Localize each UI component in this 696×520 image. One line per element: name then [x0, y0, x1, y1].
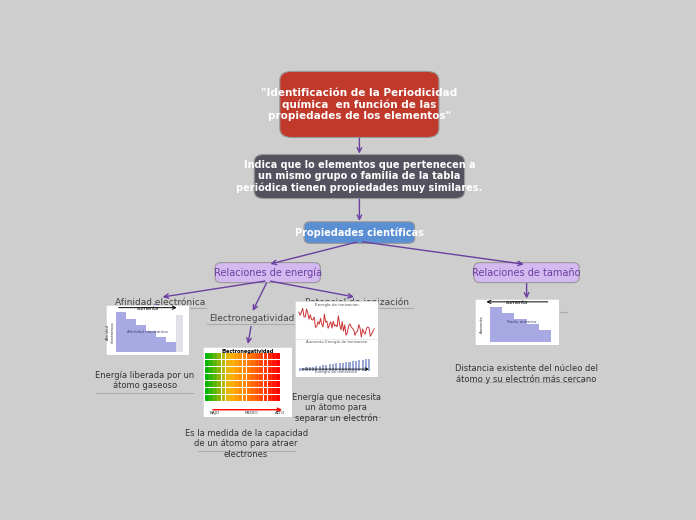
- FancyBboxPatch shape: [474, 263, 579, 283]
- Text: "Identificación de la Periodicidad
química  en función de las
propiedades de los: "Identificación de la Periodicidad quími…: [261, 87, 457, 121]
- Text: Radio atómico: Radio atómico: [494, 302, 559, 311]
- Text: Energía que necesita
un átomo para
separar un electrón: Energía que necesita un átomo para separ…: [292, 393, 381, 423]
- FancyBboxPatch shape: [254, 154, 465, 199]
- Text: Indica que lo elementos que pertenecen a
un mismo grupo o familia de la tabla
pe: Indica que lo elementos que pertenecen a…: [236, 160, 482, 193]
- Text: Energía liberada por un
átomo gaseoso: Energía liberada por un átomo gaseoso: [95, 371, 194, 390]
- Text: Potencial de ionización: Potencial de ionización: [305, 298, 409, 307]
- Text: Propiedades científicas: Propiedades científicas: [295, 227, 424, 238]
- Text: Electronegatividad: Electronegatividad: [209, 314, 294, 323]
- FancyBboxPatch shape: [280, 71, 439, 137]
- FancyBboxPatch shape: [215, 263, 320, 283]
- Text: Distancia existente del núcleo del
átomo y su electrón más cercano: Distancia existente del núcleo del átomo…: [455, 363, 598, 384]
- Text: Es la medida de la capacidad
de un átomo para atraer
electrones: Es la medida de la capacidad de un átomo…: [184, 429, 308, 459]
- Text: Relaciones de energía: Relaciones de energía: [214, 267, 322, 278]
- Text: Afinidad electrónica: Afinidad electrónica: [115, 298, 205, 307]
- Text: Relaciones de tamaño: Relaciones de tamaño: [473, 268, 581, 278]
- FancyBboxPatch shape: [304, 222, 415, 243]
